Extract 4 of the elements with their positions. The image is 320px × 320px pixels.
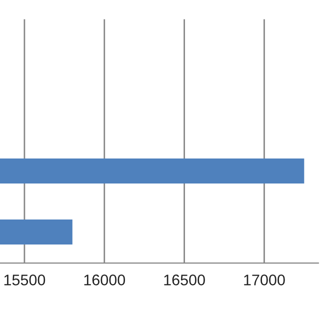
x-tick-label: 17000 [244,274,285,286]
x-tick-label: 16500 [164,274,205,286]
x-tick-label: 16000 [84,274,126,286]
x-tick-label: 15500 [4,274,46,286]
